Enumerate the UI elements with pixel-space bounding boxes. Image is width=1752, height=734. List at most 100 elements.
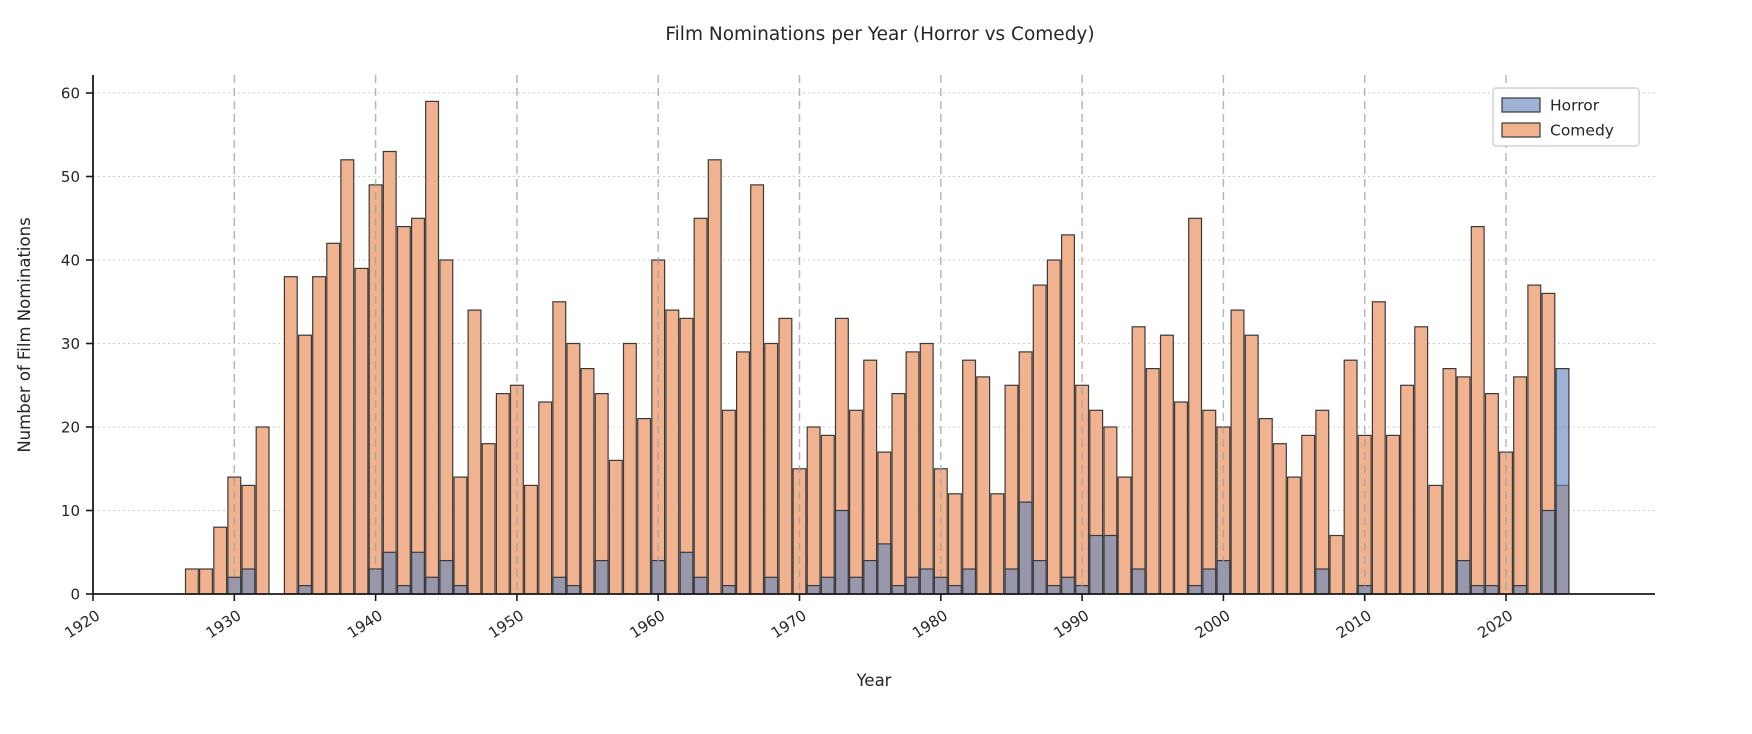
horror-bar: [721, 584, 736, 595]
comedy-bar: [1244, 334, 1259, 595]
horror-bar: [1555, 368, 1570, 595]
horror-bar: [566, 584, 581, 595]
comedy-bar: [1032, 284, 1047, 595]
comedy-bar: [1272, 443, 1287, 595]
horror-bar: [396, 584, 411, 595]
comedy-bar: [891, 393, 906, 595]
comedy-bars: [184, 100, 1570, 595]
chart-title: Film Nominations per Year (Horror vs Com…: [665, 24, 1094, 45]
x-tick-label: 1960: [627, 606, 669, 642]
horror-bar: [806, 584, 821, 595]
horror-bar: [1131, 568, 1146, 595]
y-tick-label: 20: [61, 419, 80, 437]
comedy-bar: [1527, 284, 1542, 595]
comedy-bar: [1484, 393, 1499, 595]
tick-marks: [86, 92, 1507, 601]
comedy-bar: [1385, 434, 1400, 595]
comedy-bar: [1414, 326, 1429, 595]
comedy-bar: [1286, 476, 1301, 595]
horror-bar: [877, 543, 892, 595]
y-tick-label: 0: [70, 586, 80, 604]
horror-bar: [1046, 584, 1061, 595]
comedy-bar: [622, 342, 637, 595]
comedy-bar: [298, 334, 313, 595]
comedy-bar: [1060, 234, 1075, 595]
comedy-bar: [848, 409, 863, 595]
comedy-bar: [1117, 476, 1132, 595]
x-tick-label: 1950: [485, 606, 527, 642]
comedy-bar: [707, 159, 722, 595]
horror-bar: [1513, 584, 1528, 595]
comedy-bar: [1046, 259, 1061, 595]
legend: Horror Comedy: [1492, 87, 1640, 147]
horror-bar: [298, 584, 313, 595]
comedy-bar: [1428, 484, 1443, 595]
x-tick-label: 1990: [1050, 606, 1092, 642]
comedy-bar: [354, 267, 369, 595]
horror-bar: [1032, 559, 1047, 595]
comedy-bar: [1145, 368, 1160, 595]
horror-bar: [1103, 534, 1118, 595]
x-tick-label: 1940: [344, 606, 386, 642]
horror-bar: [439, 559, 454, 595]
comedy-bar: [750, 184, 765, 595]
horror-bar: [693, 576, 708, 595]
comedy-bar: [1004, 384, 1019, 595]
comedy-bar: [1202, 409, 1217, 595]
horror-bar: [863, 559, 878, 595]
horror-bar: [1060, 576, 1075, 595]
comedy-bar: [1329, 534, 1344, 595]
comedy-bar: [1131, 326, 1146, 595]
comedy-bar: [721, 409, 736, 595]
legend-label-comedy: Comedy: [1550, 122, 1614, 140]
legend-label-horror: Horror: [1550, 97, 1600, 115]
x-tick-label: 2000: [1192, 606, 1234, 642]
axes-spines: [92, 75, 1655, 595]
horror-bar: [241, 568, 256, 595]
comedy-bar: [764, 342, 779, 595]
comedy-bar: [425, 100, 440, 595]
comedy-bar: [538, 401, 553, 595]
comedy-bar: [637, 418, 652, 595]
comedy-bar: [552, 301, 567, 595]
horror-bar: [962, 568, 977, 595]
x-tick-label: 1970: [768, 606, 810, 642]
horror-bar: [1456, 559, 1471, 595]
comedy-bar: [1173, 401, 1188, 595]
comedy-bar: [778, 317, 793, 595]
horror-bar: [594, 559, 609, 595]
horror-bar: [919, 568, 934, 595]
comedy-bar: [1301, 434, 1316, 595]
decade-gridlines: [233, 75, 1507, 594]
horror-bar: [679, 551, 694, 595]
comedy-bar: [199, 568, 214, 595]
comedy-bar: [919, 342, 934, 595]
horror-bar: [1188, 584, 1203, 595]
horror-bar: [1018, 501, 1033, 595]
horror-bar: [905, 576, 920, 595]
horror-bar: [947, 584, 962, 595]
comedy-bar: [411, 217, 426, 595]
horror-bar: [425, 576, 440, 595]
horror-bar: [834, 509, 849, 595]
comedy-bar: [312, 276, 327, 595]
y-tick-label: 50: [61, 168, 80, 186]
horror-bar: [552, 576, 567, 595]
comedy-bar: [340, 159, 355, 595]
horror-bars: [227, 368, 1570, 595]
comedy-bar: [1513, 376, 1528, 595]
horror-bar: [1470, 584, 1485, 595]
horror-bar: [1484, 584, 1499, 595]
legend-swatch-horror-icon: [1501, 97, 1541, 113]
comedy-bar: [580, 368, 595, 595]
horror-bar: [820, 576, 835, 595]
comedy-bar: [1159, 334, 1174, 595]
horror-bar: [411, 551, 426, 595]
comedy-bar: [1343, 359, 1358, 595]
horror-bar: [848, 576, 863, 595]
comedy-bar: [962, 359, 977, 595]
comedy-bar: [947, 493, 962, 595]
horror-bar: [1004, 568, 1019, 595]
